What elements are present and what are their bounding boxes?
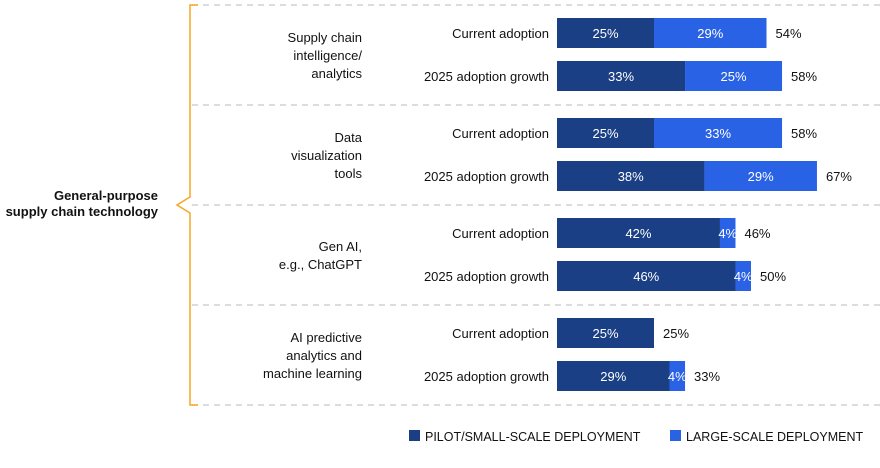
category-label: 2025 adoption growth [424,269,549,284]
total-label: 58% [791,126,817,141]
bar-value-label: 29% [748,169,774,184]
bar-pilot [557,61,686,91]
group-label: AI predictive analytics and machine learni… [263,330,362,381]
bar-value-label: 29% [600,369,626,384]
category-label: Current adoption [452,226,549,241]
group-label: Data visualization tools [291,130,363,181]
bar-value-label: 4% [718,226,737,241]
bar-value-label: 25% [592,326,618,341]
legend-label-pilot: PILOT/SMALL-SCALE DEPLOYMENT [425,430,641,444]
bar-large-scale [735,261,751,291]
bar-value-label: 4% [734,269,753,284]
bar-value-label: 25% [592,126,618,141]
total-label: 25% [663,326,689,341]
bar-value-label: 46% [633,269,659,284]
category-label: Current adoption [452,326,549,341]
bar-value-label: 29% [697,26,723,41]
bar-large-scale [704,161,817,191]
bar-large-scale [654,18,767,48]
category-label: Current adoption [452,126,549,141]
bar-pilot [557,118,654,148]
total-label: 54% [776,26,802,41]
bar-value-label: 42% [625,226,651,241]
category-label: 2025 adoption growth [424,169,549,184]
legend-swatch-large-scale [670,430,681,441]
total-label: 46% [744,226,770,241]
group-label: Gen AI, e.g., ChatGPT [279,239,362,272]
total-label: 58% [791,69,817,84]
bar-value-label: 33% [705,126,731,141]
bar-value-label: 38% [618,169,644,184]
legend-label-large-scale: LARGE-SCALE DEPLOYMENT [686,430,863,444]
bar-pilot [557,218,720,248]
bar-pilot [557,318,654,348]
bar-value-label: 25% [592,26,618,41]
bracket-label: General-purpose supply chain technology [6,188,159,219]
bar-pilot [557,161,705,191]
group-label: Supply chain intelligence/analytics [288,30,363,81]
bracket [175,4,198,406]
bar-large-scale [669,361,686,391]
bar-pilot [557,18,654,48]
legend-swatch-pilot [409,430,420,441]
bar-large-scale [719,218,736,248]
category-label: 2025 adoption growth [424,369,549,384]
total-label: 67% [826,169,852,184]
bar-value-label: 25% [721,69,747,84]
total-label: 50% [760,269,786,284]
bar-pilot [557,361,670,391]
bar-large-scale [685,61,783,91]
bar-large-scale [654,118,783,148]
total-label: 33% [694,369,720,384]
bar-pilot [557,261,736,291]
category-label: Current adoption [452,26,549,41]
category-label: 2025 adoption growth [424,69,549,84]
bar-value-label: 33% [608,69,634,84]
bar-value-label: 4% [668,369,687,384]
